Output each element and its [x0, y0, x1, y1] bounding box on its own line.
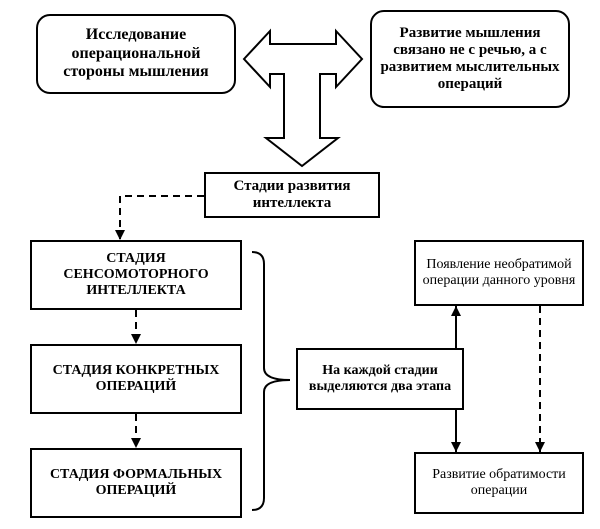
node-stages-title: Стадии развития интеллекта	[204, 172, 380, 218]
diagram-canvas: Исследование операциональной стороны мыш…	[0, 0, 600, 529]
node-two-stages: На каждой стадии выделяются два этапа	[296, 348, 464, 410]
node-label: Исследование операциональной стороны мыш…	[44, 26, 228, 81]
node-label: СТАДИЯ КОНКРЕТНЫХ ОПЕРАЦИЙ	[38, 363, 234, 395]
three-way-arrow-icon	[244, 31, 362, 166]
node-label: Стадии развития интеллекта	[212, 178, 372, 213]
node-irreversible: Появление необратимой операции данного у…	[414, 240, 584, 306]
curly-brace-icon	[252, 252, 290, 510]
node-stage-3: СТАДИЯ ФОРМАЛЬНЫХ ОПЕРАЦИЙ	[30, 448, 242, 518]
node-label: На каждой стадии выделяются два этапа	[304, 363, 456, 395]
node-stage-2: СТАДИЯ КОНКРЕТНЫХ ОПЕРАЦИЙ	[30, 344, 242, 414]
node-top-left: Исследование операциональной стороны мыш…	[36, 14, 236, 94]
node-top-right: Развитие мышления связано не с речью, а …	[370, 10, 570, 108]
node-label: Появление необратимой операции данного у…	[422, 257, 576, 289]
node-reversibility: Развитие обратимости операции	[414, 452, 584, 514]
node-label: СТАДИЯ СЕНСОМОТОРНОГО ИНТЕЛЛЕКТА	[38, 251, 234, 299]
node-label: СТАДИЯ ФОРМАЛЬНЫХ ОПЕРАЦИЙ	[38, 467, 234, 499]
node-stage-1: СТАДИЯ СЕНСОМОТОРНОГО ИНТЕЛЛЕКТА	[30, 240, 242, 310]
node-label: Развитие мышления связано не с речью, а …	[378, 25, 562, 94]
node-label: Развитие обратимости операции	[422, 467, 576, 499]
